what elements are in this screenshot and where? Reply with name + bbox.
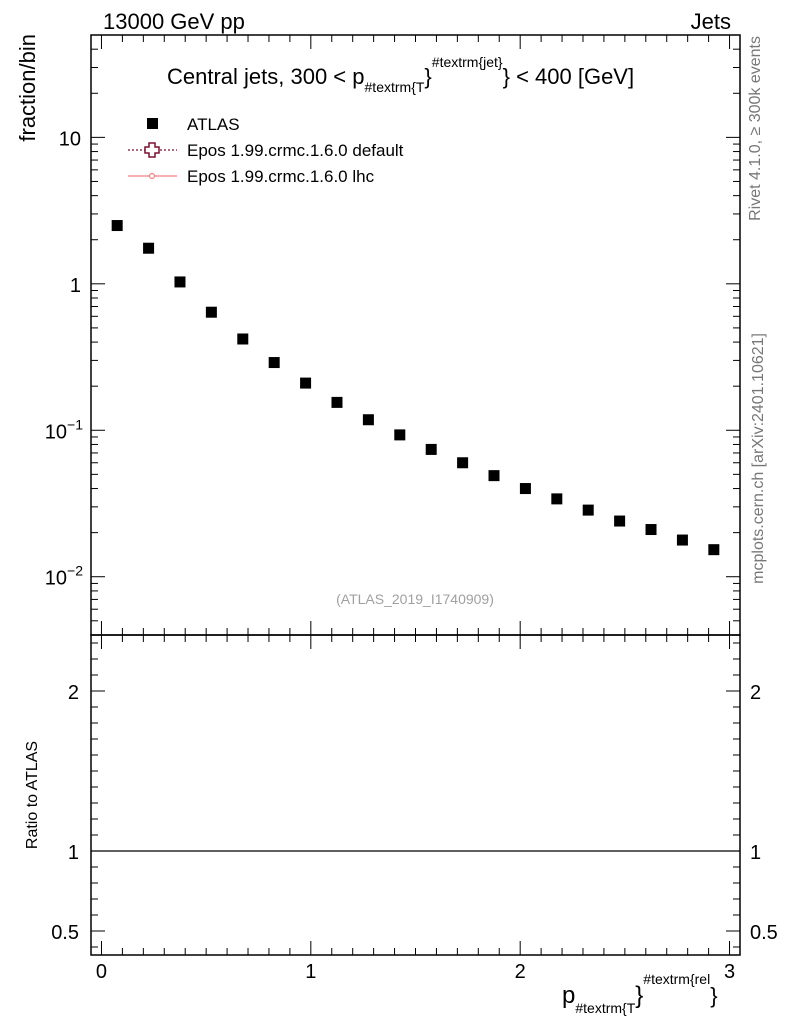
- atlas-data-point: [362, 414, 374, 426]
- plot-title: Central jets, 300 < p#textrm{T}#textrm{j…: [167, 54, 634, 95]
- legend-label-epos-default: Epos 1.99.crmc.1.6.0 default: [187, 141, 404, 160]
- atlas-data-point: [205, 306, 217, 318]
- ratio-y-tick-label-right: 1: [750, 842, 761, 864]
- x-axis-title-subscript: #textrm{T: [575, 1000, 635, 1016]
- atlas-data-point: [331, 396, 343, 408]
- main-y-tick-label-exponent: −2: [67, 563, 83, 579]
- atlas-data-point: [519, 483, 531, 495]
- plot-title-brace: }: [424, 64, 431, 89]
- x-tick-label: 1: [305, 961, 316, 983]
- ratio-frame: [90, 634, 741, 956]
- atlas-data-point: [551, 493, 563, 505]
- legend-label-atlas: ATLAS: [187, 115, 240, 134]
- x-tick-label: 0: [96, 961, 107, 983]
- x-axis-title: p#textrm{T}#textrm{rel}: [562, 971, 718, 1016]
- ratio-y-axis-label: Ratio to ATLAS: [24, 741, 41, 849]
- ratio-y-ticks: 0.5 0.5 1 1 2 2: [51, 642, 778, 948]
- x-axis-title-superscript: #textrm{rel: [643, 971, 710, 987]
- atlas-data-point: [614, 515, 626, 527]
- atlas-data-point: [708, 544, 720, 556]
- legend: ATLAS Epos 1.99.crmc.1.6.0 default Epos …: [128, 115, 404, 186]
- ratio-y-tick-label: 1: [68, 842, 79, 864]
- atlas-data-point: [268, 357, 280, 369]
- ratio-y-tick-label-right: 0.5: [750, 922, 778, 944]
- header-energy-label: 13000 GeV pp: [103, 9, 245, 34]
- main-y-tick-label-exponent: −1: [67, 416, 83, 432]
- atlas-data-point: [457, 457, 469, 469]
- x-tick-label: 3: [724, 961, 735, 983]
- legend-marker-epos-lhc: [148, 172, 156, 180]
- legend-marker-atlas: [147, 118, 158, 129]
- main-y-tick-label-base: 10: [45, 568, 67, 590]
- header-process-label: Jets: [691, 9, 731, 34]
- ratio-x-tick-labels: 0 1 2 3: [96, 961, 735, 983]
- main-y-axis-label: fraction/bin: [15, 34, 40, 142]
- main-y-tick-label: 10−1: [45, 416, 83, 443]
- main-y-tick-label: 10−2: [45, 563, 83, 590]
- plot-title-tail: } < 400 [GeV]: [503, 64, 634, 89]
- atlas-data-point: [488, 470, 500, 482]
- main-y-tick-label: 10: [59, 128, 81, 150]
- source-label: mcplots.cern.ch [arXiv:2401.10621]: [750, 333, 767, 584]
- ratio-y-tick-label: 0.5: [51, 922, 79, 944]
- atlas-data-point: [237, 333, 249, 345]
- main-x-ticks: [100, 35, 731, 635]
- ratio-panel: 0.5 0.5 1 1 2 2 Ratio to ATLAS 0 1 2 3: [24, 634, 778, 983]
- ratio-y-tick-label: 2: [68, 682, 79, 704]
- ratio-y-tick-label-right: 2: [750, 682, 761, 704]
- plot-title-superscript: #textrm{jet}: [432, 54, 503, 70]
- main-y-tick-label-base: 10: [45, 421, 67, 443]
- ratio-x-ticks: [100, 635, 731, 955]
- main-y-tick-label: 1: [70, 275, 81, 297]
- rivet-version-label: Rivet 4.1.0, ≥ 300k events: [747, 36, 764, 221]
- atlas-data-point: [676, 534, 688, 546]
- x-axis-title-brace: }: [635, 982, 643, 1009]
- x-axis-title-main: p: [562, 982, 575, 1009]
- atlas-data-point: [425, 443, 437, 455]
- legend-marker-epos-default: [144, 142, 160, 158]
- analysis-watermark: (ATLAS_2019_I1740909): [336, 591, 494, 607]
- atlas-data-points: [111, 220, 720, 556]
- atlas-data-point: [300, 377, 312, 389]
- x-axis-title-tail: }: [710, 983, 717, 1008]
- atlas-data-point: [394, 429, 406, 441]
- atlas-data-point: [174, 276, 186, 288]
- atlas-data-point: [111, 220, 123, 232]
- atlas-data-point: [582, 504, 594, 516]
- legend-label-epos-lhc: Epos 1.99.crmc.1.6.0 lhc: [187, 167, 375, 186]
- atlas-data-point: [143, 242, 155, 254]
- plot-title-subscript: #textrm{T: [365, 79, 425, 95]
- x-tick-label: 2: [515, 961, 526, 983]
- atlas-data-point: [645, 524, 657, 536]
- plot-title-main: Central jets, 300 < p: [167, 64, 365, 89]
